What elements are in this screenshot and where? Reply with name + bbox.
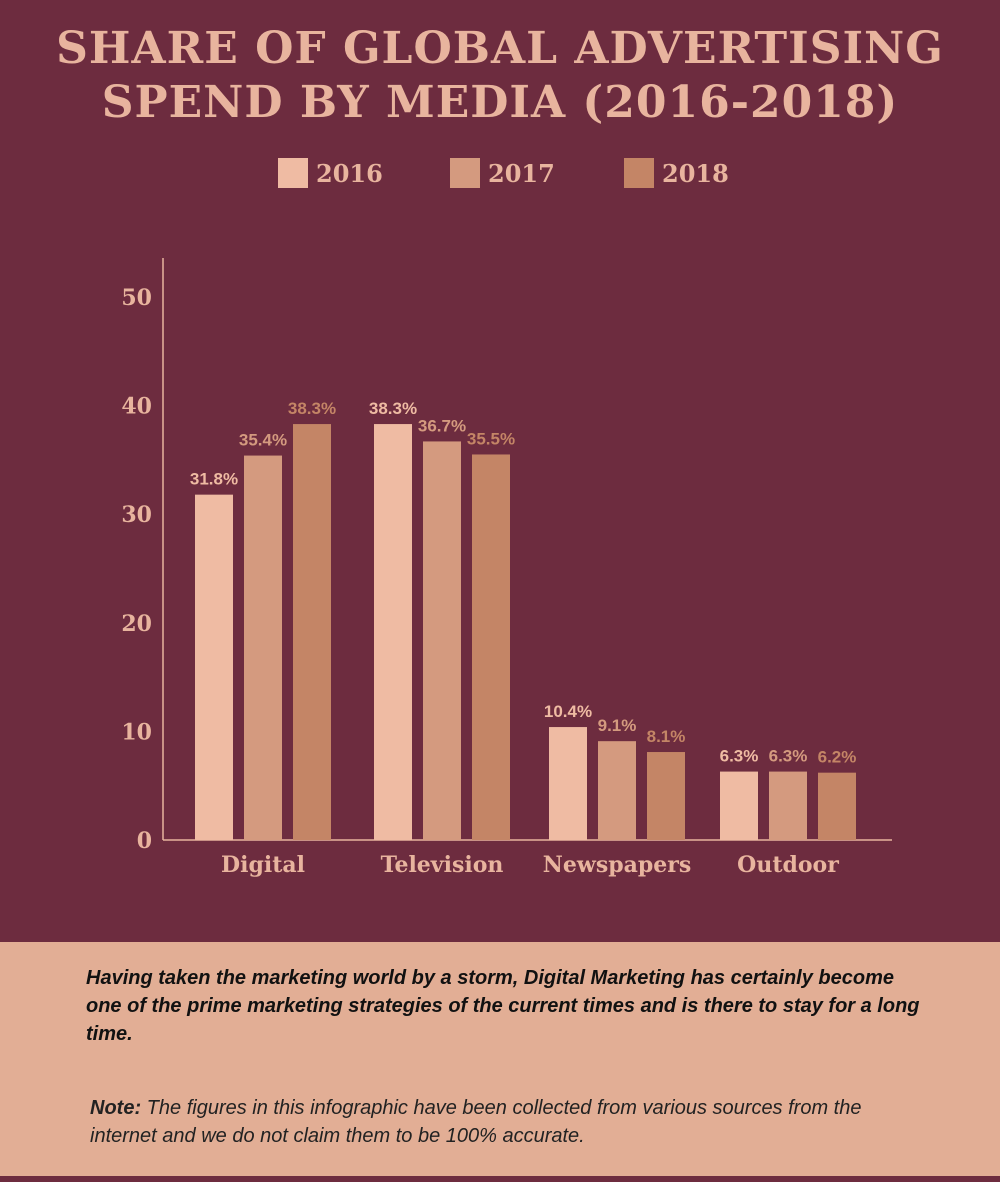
- y-tick-label: 10: [121, 719, 152, 745]
- note-text: The figures in this infographic have bee…: [90, 1097, 862, 1147]
- y-tick-label: 20: [121, 611, 152, 637]
- data-label: 10.4%: [544, 702, 592, 721]
- bar: [195, 494, 233, 840]
- bar-chart: 0102030405031.8%35.4%38.3%Digital38.3%36…: [121, 258, 892, 878]
- legend-label-2017: 2017: [488, 158, 555, 188]
- bar: [423, 441, 461, 840]
- x-category-label: Outdoor: [737, 852, 839, 878]
- data-label: 35.4%: [239, 431, 287, 450]
- data-label: 6.3%: [769, 747, 808, 766]
- bar: [374, 424, 412, 840]
- data-label: 31.8%: [190, 470, 238, 489]
- bar: [598, 741, 636, 840]
- legend-swatch-2016: [278, 158, 308, 188]
- bar: [293, 424, 331, 840]
- note-label: Note:: [90, 1097, 142, 1119]
- data-label: 6.3%: [720, 747, 759, 766]
- y-tick-label: 40: [121, 394, 152, 420]
- footer-note: Note: The figures in this infographic ha…: [90, 1094, 930, 1150]
- legend-item-2018: 2018: [624, 156, 729, 190]
- data-label: 36.7%: [418, 416, 466, 435]
- data-label: 6.2%: [818, 748, 857, 767]
- legend-item-2016: 2016: [278, 156, 383, 190]
- y-tick-label: 0: [137, 828, 152, 854]
- bar: [769, 771, 807, 840]
- legend-label-2016: 2016: [316, 158, 383, 188]
- bar: [647, 752, 685, 840]
- legend-item-2017: 2017: [450, 156, 555, 190]
- y-tick-label: 50: [121, 285, 152, 311]
- bottom-strip: [0, 1176, 1000, 1182]
- x-category-label: Television: [381, 852, 504, 878]
- legend: 2016 2017 2018: [0, 156, 1000, 190]
- bar: [818, 772, 856, 840]
- chart-title: SHARE OF GLOBAL ADVERTISING SPEND BY MED…: [0, 22, 1000, 130]
- title-line-1: SHARE OF GLOBAL ADVERTISING: [56, 23, 944, 74]
- footer-main-text: Having taken the marketing world by a st…: [86, 967, 920, 1045]
- y-tick-label: 30: [121, 502, 152, 528]
- title-line-2: SPEND BY MEDIA (2016-2018): [101, 77, 899, 128]
- data-label: 9.1%: [598, 716, 637, 735]
- footer-panel: Having taken the marketing world by a st…: [0, 942, 1000, 1176]
- bar: [720, 771, 758, 840]
- bar: [244, 455, 282, 840]
- data-label: 38.3%: [369, 399, 417, 418]
- legend-swatch-2018: [624, 158, 654, 188]
- legend-swatch-2017: [450, 158, 480, 188]
- legend-label-2018: 2018: [662, 158, 729, 188]
- x-category-label: Digital: [221, 852, 305, 878]
- data-label: 38.3%: [288, 399, 336, 418]
- data-label: 8.1%: [647, 727, 686, 746]
- bar: [549, 727, 587, 840]
- x-category-label: Newspapers: [543, 852, 691, 878]
- data-label: 35.5%: [467, 429, 515, 448]
- bar: [472, 454, 510, 840]
